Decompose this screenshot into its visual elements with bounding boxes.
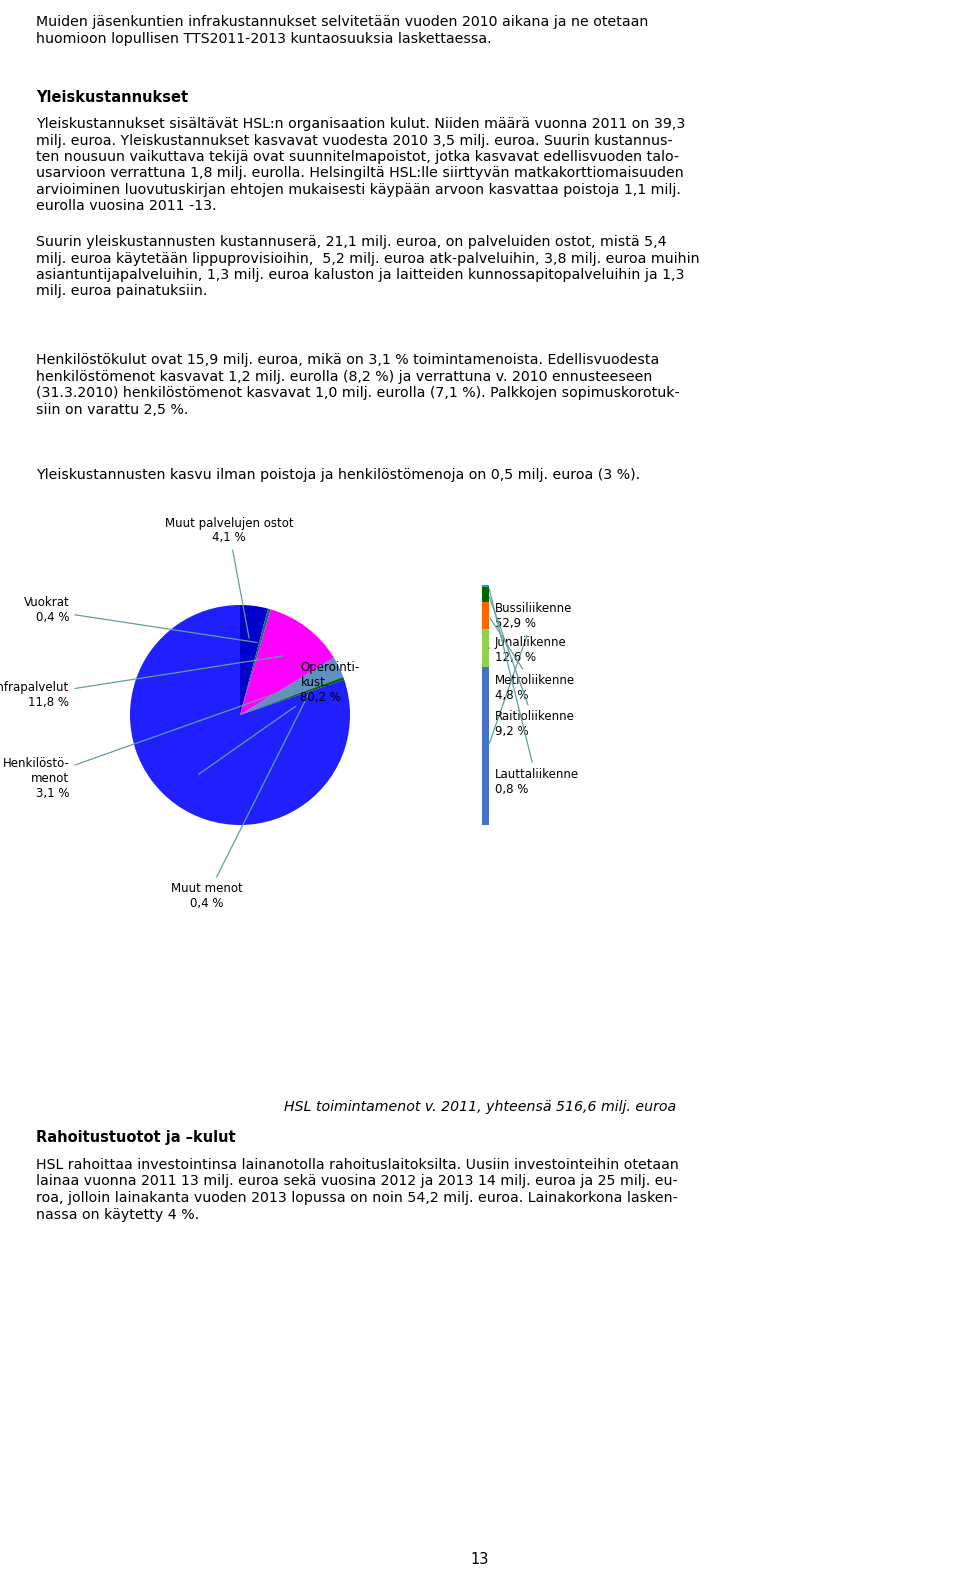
Text: Metroliikenne
4,8 %: Metroliikenne 4,8 %: [490, 618, 575, 702]
Text: Lauttaliikenne
0,8 %: Lauttaliikenne 0,8 %: [490, 590, 579, 796]
Text: Bussiliikenne
52,9 %: Bussiliikenne 52,9 %: [490, 602, 572, 743]
Text: roa, jolloin lainakanta vuoden 2013 lopussa on noin 54,2 milj. euroa. Lainakorko: roa, jolloin lainakanta vuoden 2013 lopu…: [36, 1190, 679, 1205]
Text: Yleiskustannukset: Yleiskustannukset: [36, 90, 188, 105]
Text: 13: 13: [470, 1552, 490, 1568]
Text: asiantuntijapalveluihin, 1,3 milj. euroa kaluston ja laitteiden kunnossapitopalv: asiantuntijapalveluihin, 1,3 milj. euroa…: [36, 268, 685, 282]
Wedge shape: [240, 605, 268, 715]
Text: Vuokrat
0,4 %: Vuokrat 0,4 %: [24, 596, 257, 642]
Text: Muut palvelujen ostot
4,1 %: Muut palvelujen ostot 4,1 %: [165, 517, 294, 639]
Text: Suurin yleiskustannusten kustannuserä, 21,1 milj. euroa, on palveluiden ostot, m: Suurin yleiskustannusten kustannuserä, 2…: [36, 235, 667, 249]
Text: eurolla vuosina 2011 -13.: eurolla vuosina 2011 -13.: [36, 200, 217, 214]
Bar: [482, 585, 489, 588]
Text: lainaa vuonna 2011 13 milj. euroa sekä vuosina 2012 ja 2013 14 milj. euroa ja 25: lainaa vuonna 2011 13 milj. euroa sekä v…: [36, 1174, 678, 1189]
Wedge shape: [130, 605, 350, 826]
Text: Junaliikenne
12,6 %: Junaliikenne 12,6 %: [489, 636, 566, 664]
Bar: [482, 588, 489, 602]
Text: usarvioon verrattuna 1,8 milj. eurolla. Helsingiltä HSL:lle siirttyvän matkakort: usarvioon verrattuna 1,8 milj. eurolla. …: [36, 166, 684, 181]
Bar: [482, 629, 489, 667]
Text: HSL rahoittaa investointinsa lainanotolla rahoituslaitoksilta. Uusiin investoint: HSL rahoittaa investointinsa lainanotoll…: [36, 1159, 680, 1171]
Text: Infrapalvelut
11,8 %: Infrapalvelut 11,8 %: [0, 656, 283, 708]
Text: Muiden jäsenkuntien infrakustannukset selvitetään vuoden 2010 aikana ja ne oteta: Muiden jäsenkuntien infrakustannukset se…: [36, 14, 649, 29]
Text: Operointi-
kust.
80,2 %: Operointi- kust. 80,2 %: [199, 661, 360, 773]
Text: Rahoitustuotot ja –kulut: Rahoitustuotot ja –kulut: [36, 1130, 236, 1144]
Text: milj. euroa painatuksiin.: milj. euroa painatuksiin.: [36, 284, 208, 298]
Text: Henkilöstö-
menot
3,1 %: Henkilöstö- menot 3,1 %: [3, 683, 304, 800]
Text: milj. euroa käytetään lippuprovisioihin,  5,2 milj. euroa atk-palveluihin, 3,8 m: milj. euroa käytetään lippuprovisioihin,…: [36, 252, 700, 266]
Wedge shape: [240, 609, 334, 715]
Text: (31.3.2010) henkilöstömenot kasvavat 1,0 milj. eurolla (7,1 %). Palkkojen sopimu: (31.3.2010) henkilöstömenot kasvavat 1,0…: [36, 387, 681, 399]
Wedge shape: [240, 609, 271, 715]
Wedge shape: [240, 677, 345, 715]
Text: ten nousuun vaikuttava tekijä ovat suunnitelmapoistot, jotka kasvavat edellisvuo: ten nousuun vaikuttava tekijä ovat suunn…: [36, 151, 680, 163]
Text: Muut menot
0,4 %: Muut menot 0,4 %: [171, 693, 309, 910]
Text: Yleiskustannusten kasvu ilman poistoja ja henkilöstömenoja on 0,5 milj. euroa (3: Yleiskustannusten kasvu ilman poistoja j…: [36, 468, 640, 482]
Text: arvioiminen luovutuskirjan ehtojen mukaisesti käypään arvoon kasvattaa poistoja : arvioiminen luovutuskirjan ehtojen mukai…: [36, 182, 682, 197]
Text: milj. euroa. Yleiskustannukset kasvavat vuodesta 2010 3,5 milj. euroa. Suurin ku: milj. euroa. Yleiskustannukset kasvavat …: [36, 133, 673, 147]
Wedge shape: [240, 658, 344, 715]
Text: huomioon lopullisen TTS2011-2013 kuntaosuuksia laskettaessa.: huomioon lopullisen TTS2011-2013 kuntaos…: [36, 32, 492, 46]
Text: henkilöstömenot kasvavat 1,2 milj. eurolla (8,2 %) ja verrattuna v. 2010 ennuste: henkilöstömenot kasvavat 1,2 milj. eurol…: [36, 369, 653, 384]
Text: nassa on käytetty 4 %.: nassa on käytetty 4 %.: [36, 1208, 200, 1222]
Text: siin on varattu 2,5 %.: siin on varattu 2,5 %.: [36, 403, 189, 417]
Text: HSL toimintamenot v. 2011, yhteensä 516,6 milj. euroa: HSL toimintamenot v. 2011, yhteensä 516,…: [284, 1100, 676, 1114]
Text: Yleiskustannukset sisältävät HSL:n organisaation kulut. Niiden määrä vuonna 2011: Yleiskustannukset sisältävät HSL:n organ…: [36, 117, 685, 132]
Text: Henkilöstökulut ovat 15,9 milj. euroa, mikä on 3,1 % toimintamenoista. Edellisvu: Henkilöstökulut ovat 15,9 milj. euroa, m…: [36, 353, 660, 368]
Bar: [482, 667, 489, 826]
Text: Raitioliikenne
9,2 %: Raitioliikenne 9,2 %: [490, 598, 575, 739]
Bar: [482, 602, 489, 629]
